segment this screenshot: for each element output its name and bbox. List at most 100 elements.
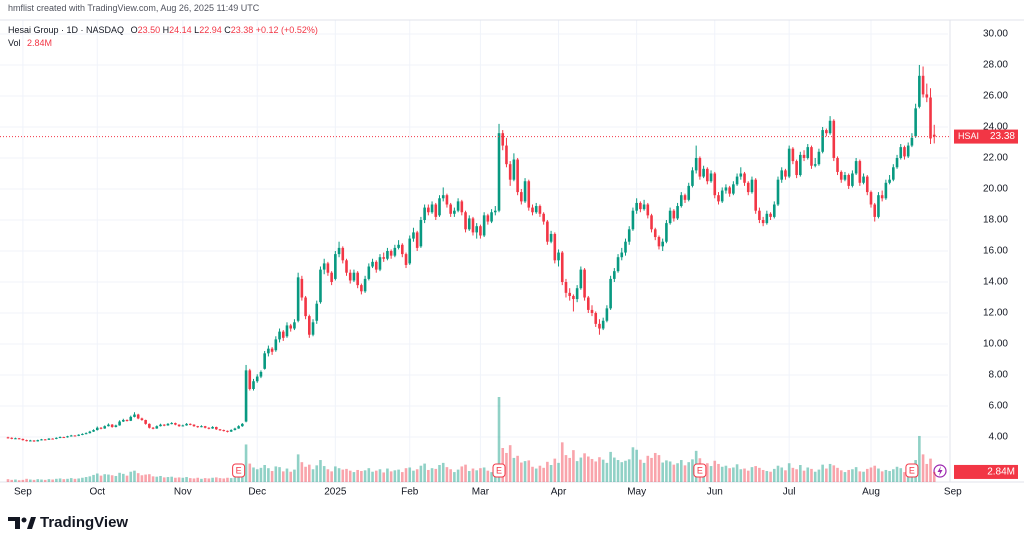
- volume-bar: [47, 479, 51, 482]
- volume-bar: [460, 466, 464, 482]
- volume-bar: [799, 465, 802, 482]
- candle-body: [479, 226, 482, 236]
- volume-bar: [441, 462, 445, 482]
- y-tick-label: 6.00: [989, 401, 1009, 412]
- candle-body: [315, 303, 319, 321]
- y-tick-label: 12.00: [983, 308, 1008, 319]
- y-tick-label: 4.00: [989, 432, 1009, 443]
- volume-bar: [676, 463, 679, 482]
- candle-body: [29, 440, 32, 442]
- candle-body: [423, 207, 426, 220]
- candle-body: [155, 426, 159, 429]
- candle-body: [337, 247, 341, 255]
- volume-bar: [784, 470, 787, 482]
- volume-bar: [464, 464, 467, 482]
- candle-body: [296, 277, 300, 321]
- volume-bar: [743, 468, 746, 482]
- candle-body: [393, 247, 397, 256]
- candle-body: [84, 433, 88, 435]
- volume-bar: [453, 472, 456, 482]
- candle-body: [122, 419, 125, 422]
- candle-body: [609, 278, 612, 309]
- volume-bar: [252, 467, 255, 482]
- volume-bar: [103, 474, 107, 482]
- volume-bar: [765, 471, 769, 482]
- candle-body: [560, 252, 564, 283]
- candle-body: [586, 297, 590, 310]
- volume-bar: [29, 479, 32, 482]
- volume-bar: [293, 469, 296, 482]
- volume-bar: [356, 469, 359, 482]
- volume-bar: [62, 479, 66, 482]
- candle-body: [505, 145, 508, 165]
- candle-body: [828, 120, 832, 134]
- volume-bar: [583, 453, 586, 482]
- volume-bar: [263, 465, 266, 482]
- candle-body: [371, 261, 374, 267]
- candle-body: [516, 159, 519, 193]
- volume-bar: [337, 468, 341, 482]
- volume-bar: [706, 463, 709, 482]
- candle-body: [706, 168, 709, 182]
- event-label: E: [697, 465, 703, 475]
- credit: hmflist created with TradingView.com, Au…: [8, 3, 260, 13]
- volume-bar: [862, 471, 865, 482]
- candle-body: [17, 438, 21, 440]
- candle-body: [408, 238, 412, 264]
- candle-body: [784, 170, 787, 177]
- candle-body: [743, 173, 746, 183]
- volume-bar: [642, 462, 646, 482]
- volume-bar: [572, 450, 575, 482]
- volume-bar: [122, 473, 125, 482]
- event-label: E: [909, 465, 915, 475]
- ohlc-name: H: [162, 25, 170, 35]
- volume-bar: [267, 468, 270, 482]
- candle-body: [453, 210, 456, 214]
- volume-bar: [58, 478, 62, 482]
- candle-body: [14, 438, 17, 440]
- volume-bar: [81, 477, 84, 482]
- volume-bar: [683, 465, 687, 482]
- volume-bar: [795, 469, 798, 482]
- candle-body: [929, 97, 932, 139]
- volume-bar: [107, 474, 110, 482]
- legend-volume: Vol 2.84M: [8, 38, 52, 48]
- x-tick-label: May: [627, 487, 646, 498]
- candle-body: [99, 427, 103, 429]
- volume-bar: [724, 465, 728, 482]
- candle-body: [92, 430, 95, 432]
- candle-body: [791, 148, 795, 162]
- candle-body: [270, 348, 274, 352]
- candle-body: [549, 233, 553, 242]
- candle-body: [47, 438, 51, 440]
- volume-bar: [825, 468, 828, 482]
- candle-body: [226, 430, 229, 432]
- volume-bar: [144, 474, 147, 482]
- volume-bar: [490, 472, 493, 482]
- volume-bar: [322, 466, 326, 482]
- candle-body: [133, 414, 136, 417]
- volume-bar: [735, 464, 739, 482]
- candle-body: [244, 370, 248, 422]
- candle-body: [906, 145, 910, 157]
- candle-body: [304, 297, 307, 317]
- volume-bar: [311, 469, 315, 482]
- volume-bar: [709, 466, 713, 482]
- volume-bar: [371, 471, 374, 482]
- candle-body: [382, 257, 386, 259]
- volume-bar: [467, 471, 471, 482]
- volume-bar: [25, 478, 28, 482]
- ohlc-value: 23.50: [137, 25, 161, 35]
- volume-bar: [531, 466, 534, 482]
- candle-body: [534, 206, 538, 213]
- volume-bar: [497, 397, 501, 482]
- volume-bar: [806, 467, 810, 482]
- volume-bar: [162, 477, 166, 482]
- candle-body: [430, 204, 434, 213]
- volume-bar: [456, 469, 460, 482]
- volume-bar: [505, 452, 508, 482]
- candle-body: [196, 426, 200, 428]
- volume-bar: [520, 462, 523, 482]
- volume-bar: [6, 479, 10, 482]
